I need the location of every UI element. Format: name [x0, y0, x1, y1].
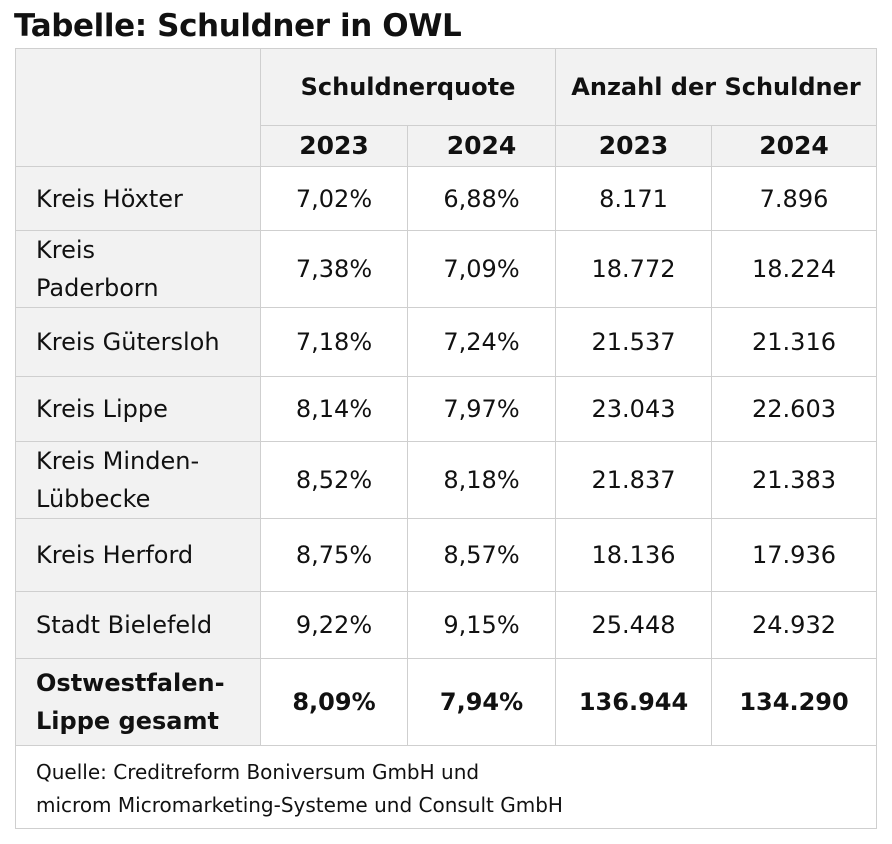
table-row: Kreis Lippe 8,14% 7,97% 23.043 22.603	[15, 376, 878, 442]
cell-count-2024: 21.383	[711, 441, 878, 519]
source-note: Quelle: Creditreform Boniversum GmbH und…	[14, 745, 878, 829]
header-empty-corner	[15, 48, 261, 167]
cell-count-2023: 21.837	[555, 441, 713, 519]
table-row: Stadt Bielefeld 9,22% 9,15% 25.448 24.93…	[15, 591, 878, 659]
cell-count-2024: 7.896	[711, 166, 878, 231]
total-count-2024: 134.290	[711, 658, 878, 746]
cell-count-2023: 18.136	[555, 518, 713, 592]
debtors-table: Schuldnerquote Anzahl der Schuldner 2023…	[14, 48, 878, 829]
cell-count-2023: 25.448	[555, 591, 713, 659]
cell-quote-2023: 9,22%	[260, 591, 408, 659]
header-row-groups: Schuldnerquote Anzahl der Schuldner	[15, 48, 878, 167]
header-year: 2024	[406, 125, 557, 167]
cell-quote-2023: 8,14%	[260, 376, 408, 442]
cell-quote-2023: 7,18%	[260, 307, 408, 377]
cell-quote-2023: 8,75%	[260, 518, 408, 592]
row-label: Kreis Gütersloh	[15, 307, 261, 377]
table-body: Kreis Höxter 7,02% 6,88% 8.171 7.896 Kre…	[15, 166, 878, 746]
header-row-years: 2023 2024 2023 2024	[16, 125, 878, 167]
cell-quote-2024: 7,97%	[406, 376, 557, 442]
cell-count-2024: 24.932	[711, 591, 878, 659]
cell-quote-2023: 8,52%	[260, 441, 408, 519]
row-label: Kreis Höxter	[15, 166, 261, 231]
cell-quote-2024: 6,88%	[406, 166, 557, 231]
table-footer: Quelle: Creditreform Boniversum GmbH und…	[14, 745, 878, 829]
row-label: Kreis Herford	[15, 518, 261, 592]
row-label: Stadt Bielefeld	[15, 591, 261, 659]
header-year: 2023	[555, 125, 713, 167]
source-line-1: Quelle: Creditreform Boniversum GmbH und	[36, 760, 480, 784]
cell-quote-2024: 7,24%	[406, 307, 557, 377]
table-row: Kreis Herford 8,75% 8,57% 18.136 17.936	[15, 518, 878, 592]
cell-count-2024: 18.224	[711, 230, 878, 308]
row-label: Kreis Minden-Lübbecke	[15, 441, 261, 519]
cell-quote-2023: 7,38%	[260, 230, 408, 308]
table-header: Schuldnerquote Anzahl der Schuldner 2023…	[15, 48, 878, 167]
table-title: Tabelle: Schuldner in OWL	[14, 8, 462, 44]
cell-count-2023: 23.043	[555, 376, 713, 442]
cell-count-2024: 21.316	[711, 307, 878, 377]
header-group-schuldnerquote: Schuldnerquote	[259, 48, 557, 126]
cell-count-2023: 18.772	[555, 230, 713, 308]
table-row: Kreis Minden-Lübbecke 8,52% 8,18% 21.837…	[15, 441, 878, 519]
source-line-2: microm Micromarketing-Systeme und Consul…	[36, 793, 563, 817]
cell-quote-2023: 7,02%	[260, 166, 408, 231]
table-row: Kreis Paderborn 7,38% 7,09% 18.772 18.22…	[15, 230, 878, 308]
header-group-anzahl: Anzahl der Schuldner	[555, 48, 878, 126]
total-quote-2023: 8,09%	[260, 658, 408, 746]
table-row: Kreis Gütersloh 7,18% 7,24% 21.537 21.31…	[15, 307, 878, 377]
cell-count-2023: 21.537	[555, 307, 713, 377]
row-label: Kreis Paderborn	[15, 230, 261, 308]
total-row: Ostwestfalen-Lippe gesamt 8,09% 7,94% 13…	[15, 658, 878, 746]
cell-count-2023: 8.171	[555, 166, 713, 231]
header-year: 2023	[260, 125, 408, 167]
row-label: Kreis Lippe	[15, 376, 261, 442]
total-label: Ostwestfalen-Lippe gesamt	[15, 658, 261, 746]
source-row: Quelle: Creditreform Boniversum GmbH und…	[14, 745, 878, 829]
table-row: Kreis Höxter 7,02% 6,88% 8.171 7.896	[15, 166, 878, 231]
cell-quote-2024: 8,57%	[406, 518, 557, 592]
cell-count-2024: 17.936	[711, 518, 878, 592]
total-quote-2024: 7,94%	[406, 658, 557, 746]
cell-quote-2024: 9,15%	[406, 591, 557, 659]
header-year: 2024	[711, 125, 878, 167]
cell-quote-2024: 7,09%	[406, 230, 557, 308]
total-count-2023: 136.944	[555, 658, 713, 746]
cell-quote-2024: 8,18%	[406, 441, 557, 519]
cell-count-2024: 22.603	[711, 376, 878, 442]
